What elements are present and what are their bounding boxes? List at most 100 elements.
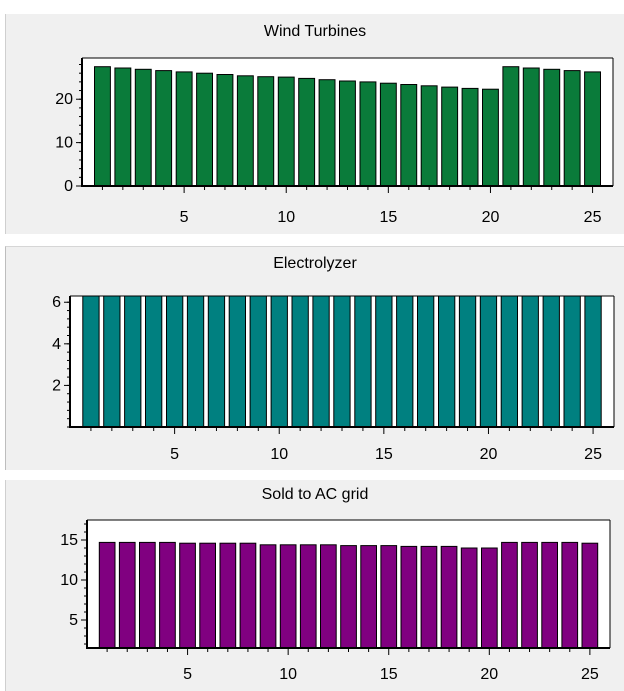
bar (298, 77, 316, 187)
bar (277, 76, 295, 187)
electrolyzer-panel: Electrolyzer 2 4 6 5 10 15 20 25 (5, 246, 624, 470)
x-tick-label: 5 (170, 446, 179, 463)
x-tick-label: 20 (482, 209, 500, 226)
bar (318, 79, 336, 187)
bar (420, 545, 438, 649)
bar (155, 70, 173, 187)
bar (542, 295, 560, 428)
y-tick-label: 15 (60, 532, 78, 549)
bar (257, 76, 275, 187)
x-tick-label: 15 (379, 209, 397, 226)
bar (354, 295, 372, 428)
bar (400, 84, 418, 187)
bar (584, 71, 601, 187)
x-tick-label: 25 (584, 446, 602, 463)
x-tick-label: 10 (270, 446, 288, 463)
bar (103, 295, 121, 428)
bar (333, 295, 351, 428)
bar (521, 295, 539, 428)
bar (584, 295, 602, 428)
bar (114, 67, 132, 187)
x-tick-label: 20 (480, 446, 498, 463)
bar (236, 75, 254, 187)
y-tick-label: 10 (55, 135, 73, 152)
bar (279, 544, 297, 649)
bar (219, 542, 237, 649)
x-tick-label: 10 (279, 666, 297, 683)
bar (228, 295, 246, 428)
x-tick-label: 25 (584, 209, 602, 226)
bar (207, 295, 226, 428)
bar (581, 542, 599, 649)
y-tick-label: 5 (69, 612, 78, 629)
bar (417, 295, 435, 428)
bar (299, 544, 317, 649)
bar (522, 67, 540, 187)
sold-to-ac-grid-panel: Sold to AC grid 5 10 15 5 10 15 20 25 (5, 480, 624, 691)
bar (291, 295, 309, 428)
y-tick-label: 0 (64, 178, 73, 195)
bar (179, 542, 196, 649)
bar (359, 81, 377, 187)
y-tick-label: 6 (52, 294, 61, 311)
bar (98, 541, 116, 649)
bar (561, 541, 579, 649)
x-tick-label: 10 (277, 209, 295, 226)
bar (216, 74, 234, 187)
x-tick-label: 20 (480, 666, 498, 683)
bar (543, 68, 561, 187)
bar (339, 80, 356, 187)
chart-title: Sold to AC grid (261, 486, 369, 503)
y-tick-label: 2 (52, 377, 61, 394)
bar (502, 66, 520, 187)
bar (239, 542, 257, 649)
bar (458, 295, 477, 428)
y-tick-label: 10 (60, 572, 78, 589)
bar (159, 541, 176, 649)
bar (139, 541, 156, 649)
y-tick-label: 20 (55, 91, 73, 108)
y-tick-label: 4 (52, 336, 61, 353)
x-tick-label: 15 (375, 446, 393, 463)
bar (438, 295, 456, 428)
bar (379, 82, 397, 187)
bar (481, 547, 498, 649)
bar (124, 295, 142, 428)
bar (360, 545, 377, 649)
bar (460, 547, 478, 649)
bar (118, 541, 136, 649)
bar (199, 542, 217, 649)
bar (441, 86, 459, 187)
bar (380, 545, 398, 649)
bar (270, 295, 288, 428)
bar (375, 295, 393, 428)
bar (400, 545, 418, 649)
bar (175, 71, 193, 187)
bar (320, 544, 337, 649)
bar (521, 541, 538, 649)
x-tick-label: 25 (581, 666, 599, 683)
wind-turbines-chart: 0 10 20 5 10 15 20 25 (55, 57, 614, 226)
bar (186, 295, 205, 428)
bar (479, 295, 498, 428)
bar (312, 295, 330, 428)
bar (563, 295, 581, 428)
bar (259, 544, 277, 649)
x-tick-label: 15 (380, 666, 398, 683)
bar (461, 87, 479, 187)
x-tick-label: 5 (183, 666, 192, 683)
chart-title: Wind Turbines (263, 23, 367, 40)
bar (541, 541, 558, 649)
bar (482, 88, 499, 187)
bar (82, 295, 100, 428)
bar (396, 295, 414, 428)
bar (166, 295, 184, 428)
bar (94, 66, 111, 187)
bar (145, 295, 163, 428)
bar (500, 295, 519, 428)
bar (340, 545, 357, 649)
chart-title: Electrolyzer (273, 255, 357, 272)
electrolyzer-chart: 2 4 6 5 10 15 20 25 (52, 294, 615, 463)
wind-turbines-panel: Wind Turbines 0 10 20 5 10 15 20 25 (5, 14, 624, 234)
bar (501, 541, 518, 649)
